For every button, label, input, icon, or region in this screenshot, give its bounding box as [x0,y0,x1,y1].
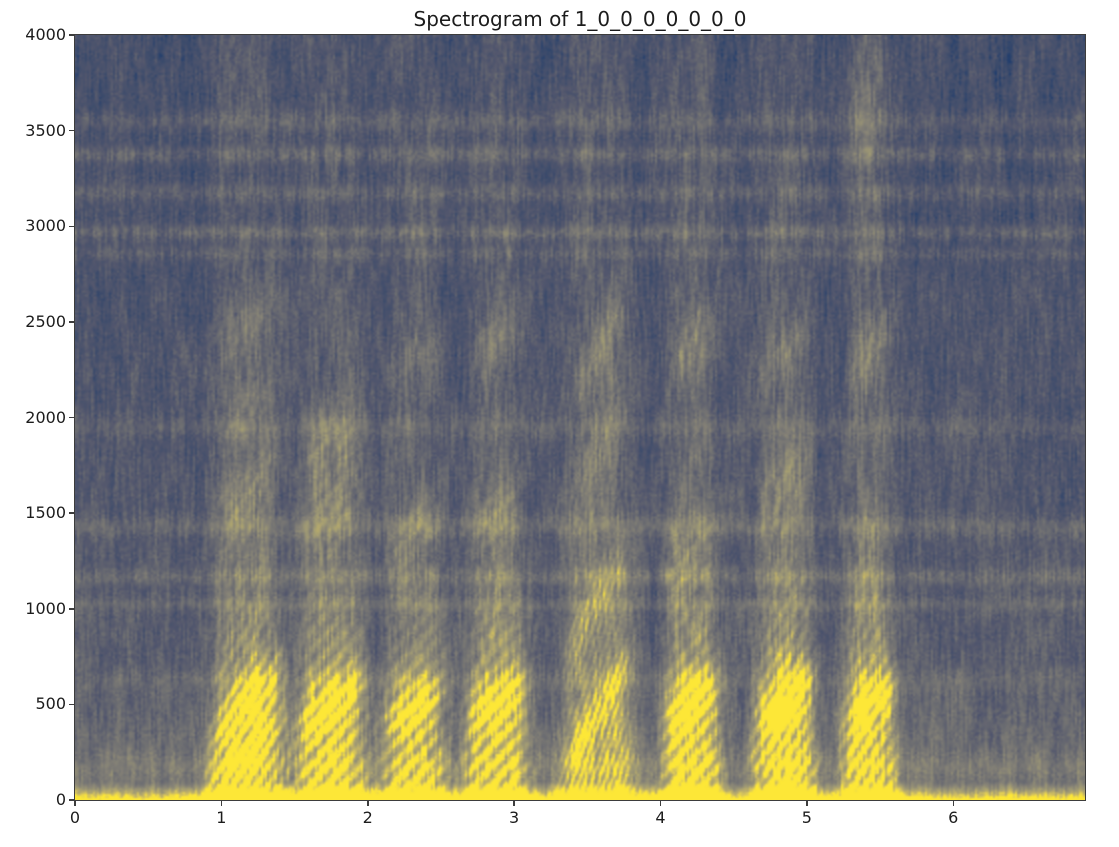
y-tick-mark [69,321,74,323]
x-tick-mark [74,801,76,806]
y-tick-mark [69,129,74,132]
y-tick-mark [69,225,74,227]
y-tick-label: 1500 [25,503,66,523]
x-tick-label: 2 [362,808,373,827]
y-tick-mark [69,608,74,610]
y-tick-mark [69,703,74,706]
y-tick-label: 2000 [25,407,66,427]
x-tick-label: 0 [69,808,81,827]
x-tick-mark [659,801,662,806]
y-tick-label: 0 [55,790,66,809]
x-tick-mark [952,801,954,806]
y-tick-mark [69,512,74,514]
x-tick-label: 3 [509,808,520,827]
y-tick-label: 3000 [25,216,66,236]
y-tick-mark [69,416,74,419]
x-tick-label: 5 [801,808,812,827]
y-tick-label: 500 [35,694,66,714]
y-tick-label: 1000 [25,598,66,618]
x-tick-label: 6 [948,808,959,827]
x-tick-mark [513,801,515,806]
x-tick-label: 1 [216,808,227,827]
x-tick-mark [220,801,223,806]
plot-area [73,33,1086,801]
x-tick-mark [806,801,808,806]
chart-title: Spectrogram of 1_0_0_0_0_0_0_0 [413,7,747,31]
x-tick-label: 4 [655,808,666,827]
y-tick-label: 4000 [25,25,66,44]
x-tick-mark [367,801,369,806]
y-tick-label: 3500 [25,120,66,140]
spectrogram-heatmap [74,34,1085,800]
y-tick-mark [69,799,74,801]
y-tick-mark [69,34,74,36]
y-tick-label: 2500 [25,311,66,331]
